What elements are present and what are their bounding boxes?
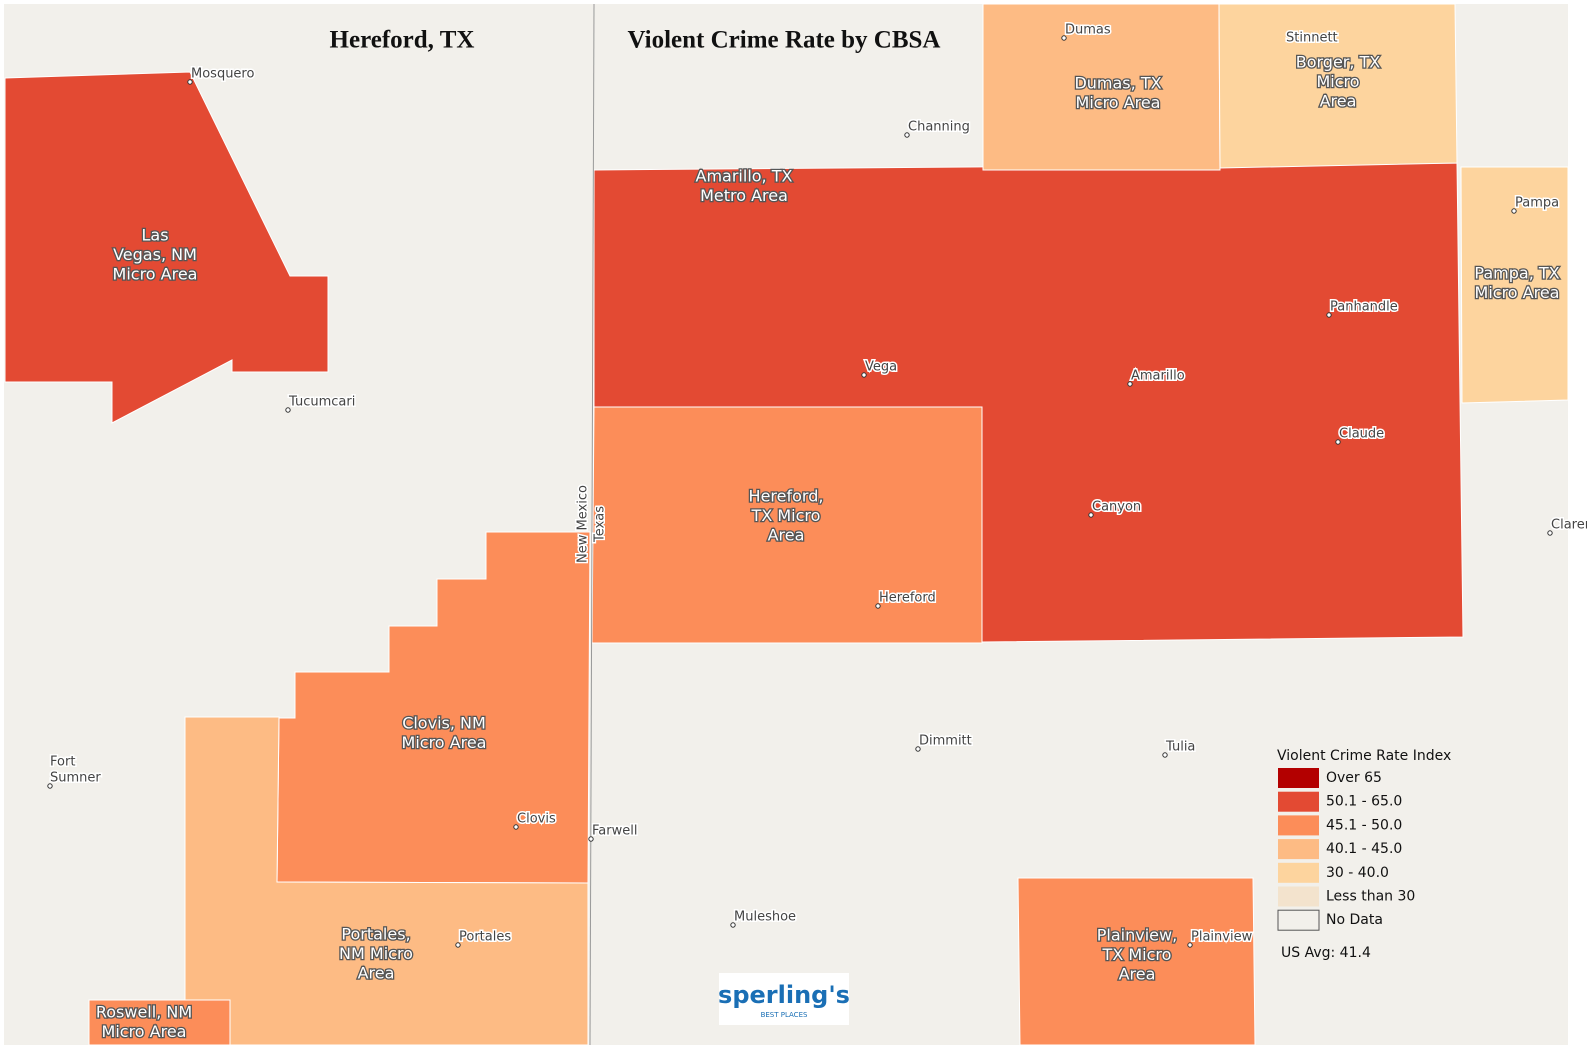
city-label: Channing [908,120,970,135]
region-label: TX Micro [751,506,821,525]
logo-tagline: BEST PLACES [761,1011,808,1019]
region-label: Area [358,964,395,983]
region-label: Area [1320,92,1357,111]
region-label: Borger, TX [1296,53,1381,72]
city-label: Clovis [517,812,556,827]
legend-label: 40.1 - 45.0 [1326,841,1402,857]
region-label: Micro [1316,72,1359,91]
region-label: Micro Area [1475,283,1560,302]
city-label: Pampa [1515,196,1559,211]
city-label: Tucumcari [288,395,355,410]
region [88,999,231,1046]
city-dot [730,922,736,928]
legend-swatch [1278,886,1319,907]
legend-swatch [1278,839,1319,860]
city-dot [1061,35,1067,41]
city-dot [513,824,519,830]
city-dot [861,372,867,378]
region [1218,3,1458,169]
city-dot [1187,942,1193,948]
legend-swatch [1278,791,1319,812]
region-label: Area [1119,965,1156,984]
city-dot [187,79,193,85]
region-label: Dumas, TX [1074,74,1161,93]
region-label: NM Micro [339,944,413,963]
city-label: Hereford [879,591,936,606]
state-label: New Mexico [576,485,591,563]
city-dot [1127,381,1133,387]
region-label: Vegas, NM [113,245,197,264]
logo-name: sperling's [718,981,850,1009]
region-label: Roswell, NM [96,1003,192,1022]
region [982,3,1221,171]
region-label: Plainview, [1097,926,1177,945]
region-label: Amarillo, TX [696,167,793,186]
region [591,406,983,644]
city-dot [1162,752,1168,758]
city-label: Clarendon [1551,518,1587,533]
city-label: Fort [50,755,75,770]
region [1017,877,1256,1046]
city-dot [588,836,594,842]
region-label: Micro Area [113,265,198,284]
state-border [589,3,595,1046]
legend-label: 50.1 - 65.0 [1326,794,1402,810]
legend-swatch [1278,862,1319,883]
map-subtitle: Violent Crime Rate by CBSA [628,27,941,54]
region-label: Las [141,226,168,245]
city-dot [47,783,53,789]
city-dot [915,746,921,752]
city-label: Claude [1339,427,1384,442]
legend-title: Violent Crime Rate Index [1277,748,1451,764]
region-label: Pampa, TX [1474,264,1559,283]
legend-label: 30 - 40.0 [1326,865,1389,881]
city-label: Farwell [592,824,637,839]
city-label: Portales [459,930,511,945]
legend-label: No Data [1326,912,1383,928]
state-label: Texas [593,506,608,543]
legend-swatch [1277,909,1320,931]
map-title: Hereford, TX [330,27,475,54]
city-label: Mosquero [191,67,254,82]
city-dot [904,132,910,138]
region-label: Clovis, NM [402,714,486,733]
region [4,71,329,424]
legend-swatch [1278,768,1319,788]
city-label: Tulia [1165,740,1195,755]
city-dot [1335,439,1341,445]
city-label: Amarillo [1131,369,1185,384]
region-label: Metro Area [700,186,788,205]
city-dot [875,603,881,609]
region-label: Portales, [341,925,410,944]
legend-swatch [1278,815,1319,836]
region-label: Hereford, [749,487,824,506]
city-dot [1088,512,1094,518]
legend-label: Less than 30 [1326,889,1415,905]
region-label: Micro Area [1076,93,1161,112]
city-label: Vega [865,360,897,375]
city-dot [285,407,291,413]
city-label: Muleshoe [734,910,796,925]
region-label: Micro Area [402,733,487,752]
city-label: Plainview [1191,930,1253,945]
city-dot [1326,312,1332,318]
legend-label: 45.1 - 50.0 [1326,817,1402,833]
city-label: Canyon [1092,500,1141,515]
region-label: TX Micro [1102,945,1172,964]
legend-label: Over 65 [1326,770,1382,786]
region [1460,166,1569,404]
logo-box [719,973,849,1025]
city-dot [1511,208,1517,214]
region-label: Area [768,526,805,545]
city-label: Panhandle [1330,300,1398,315]
region-label: Micro Area [102,1022,187,1041]
city-dot [455,942,461,948]
city-dot [1547,530,1553,536]
city-label: Stinnett [1286,31,1338,46]
city-label: Dimmitt [919,734,972,749]
city-label: Sumner [50,771,101,786]
city-label: Dumas [1065,23,1111,38]
legend-note: US Avg: 41.4 [1281,945,1371,961]
